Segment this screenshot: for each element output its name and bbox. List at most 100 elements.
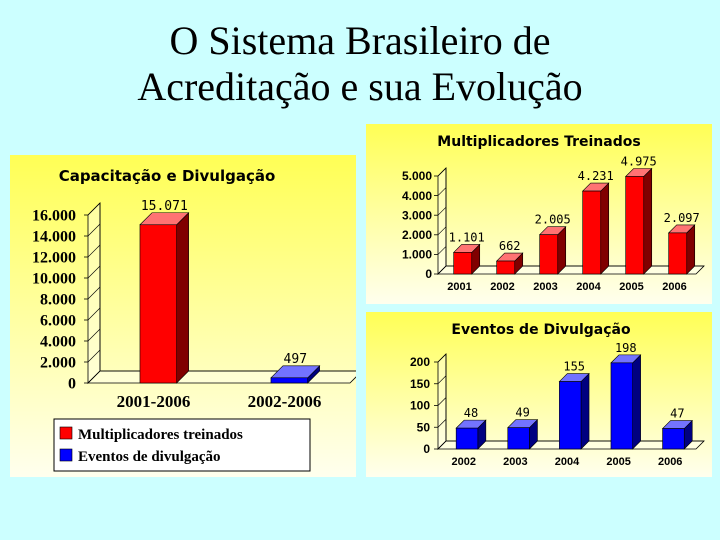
bar-value-label: 49 [515,406,529,420]
chart-title: Eventos de Divulgação [451,322,631,338]
y-tick-label: 4.000 [402,189,432,203]
x-category-label: 2004 [555,456,580,468]
slide-title: O Sistema Brasileiro de Acreditação e su… [0,18,720,110]
x-category-label: 2002 [452,456,476,468]
y-tick-depth [87,202,101,216]
y-tick-depth [437,353,447,363]
x-category-label: 2002 [490,281,514,293]
y-tick-depth [437,397,447,406]
legend-swatch [59,426,73,440]
bar-value-label: 15.071 [141,199,188,214]
chart-svg-0: Capacitação e Divulgação 0 2.000 4.000 6.000… [10,155,356,477]
y-tick-depth [87,349,101,363]
multiplicadores-chart-panel: Multiplicadores Treinados 0 1.000 2.000 3.00… [366,124,712,304]
bar-front [455,427,479,450]
bar-value-label: 1.101 [449,230,485,244]
y-tick-label: 12.000 [32,250,76,267]
y-tick-label: 10.000 [32,271,76,288]
y-tick-label: 200 [410,355,430,369]
x-category-label: 2003 [533,281,557,293]
bar-0 [452,243,481,275]
bar-side [580,372,590,450]
bar-front [662,428,685,450]
bar-front [539,234,559,275]
y-tick-depth [87,265,101,279]
y-tick-depth [87,328,101,342]
y-tick-label: 0 [425,267,432,281]
chart-legend: Multiplicadores treinados Eventos de divu… [53,418,311,472]
bar-value-label: 2.005 [535,213,571,227]
y-tick-label: 4.000 [40,334,76,351]
y-tick-label: 0 [68,376,76,393]
legend-box [53,418,311,472]
bar-0 [139,212,190,384]
y-tick-depth [437,440,447,450]
bar-front [270,377,308,384]
bar-1 [507,418,539,450]
bar-value-label: 497 [284,352,307,367]
y-tick-label: 5.000 [402,169,432,183]
bar-1 [495,252,524,275]
bar-front [453,252,473,275]
bar-value-label: 47 [670,407,684,421]
y-tick-label: 3.000 [402,208,432,222]
bar-4 [624,167,653,275]
bar-4 [661,419,693,450]
chart-svg-2: Eventos de Divulgação 0 50 100 150 200 48 2002 4… [366,312,712,477]
eventos-chart-panel: Eventos de Divulgação 0 50 100 150 200 48 2002 4… [366,312,712,477]
y-tick-label: 100 [410,399,430,413]
y-tick-depth [437,167,447,177]
y-tick-label: 16.000 [32,208,76,225]
y-tick-depth [87,244,101,258]
bar-front [582,190,602,275]
bar-front [559,381,582,450]
capacitacao-chart-panel: Capacitação e Divulgação 0 2.000 4.000 6.000… [10,155,356,477]
y-tick-label: 2.000 [402,228,432,242]
y-tick-depth [87,370,101,384]
x-category-label: 2001 [447,281,471,293]
x-category-label: 2004 [576,281,601,293]
bar-value-label: 4.231 [578,169,614,183]
bar-0 [455,419,487,450]
x-category-label: 2006 [658,456,682,468]
y-tick-label: 6.000 [40,313,76,330]
bar-2 [558,372,590,450]
y-tick-label: 150 [410,377,430,391]
legend-swatch [59,448,73,462]
y-tick-label: 8.000 [40,292,76,309]
bar-3 [581,182,610,275]
chart-svg-1: Multiplicadores Treinados 0 1.000 2.000 3.00… [366,124,712,304]
x-category-label: 2001-2006 [117,392,191,411]
y-tick-depth [437,419,447,428]
chart-title: Multiplicadores Treinados [437,134,640,150]
bar-side [600,182,610,275]
y-tick-depth [437,265,447,275]
bar-front [610,362,633,450]
bar-1 [270,365,321,384]
y-tick-label: 14.000 [32,229,76,246]
bar-value-label: 198 [615,341,637,355]
bar-5 [667,224,696,275]
bar-side [632,354,641,450]
legend-label: Eventos de divulgação [78,449,221,465]
chart-title: Capacitação e Divulgação [59,167,276,185]
x-category-label: 2002-2006 [248,392,322,411]
bar-value-label: 4.975 [621,154,657,168]
bar-side [176,212,189,384]
legend-label: Multiplicadores treinados [78,427,243,443]
bar-front [507,427,530,450]
x-category-label: 2006 [662,281,686,293]
y-tick-label: 0 [423,442,430,456]
bar-front [496,260,516,275]
x-category-label: 2005 [619,281,643,293]
y-tick-depth [87,307,101,321]
bar-front [139,224,177,384]
y-tick-depth [87,286,101,300]
slide-title-line-1: O Sistema Brasileiro de [169,18,551,63]
bar-side [686,224,696,275]
bar-value-label: 662 [499,239,521,253]
bar-3 [610,354,642,450]
bar-front [668,232,688,275]
bar-value-label: 48 [464,406,478,420]
y-tick-depth [437,246,447,255]
